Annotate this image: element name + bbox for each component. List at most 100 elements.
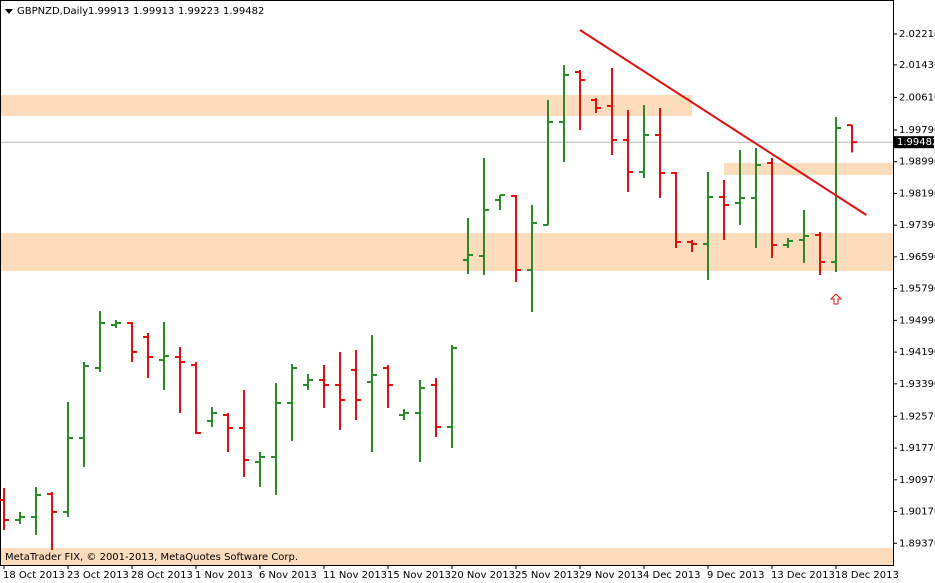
y-tick-label: 2.00610 xyxy=(899,92,935,103)
header-open: 1.99913 xyxy=(88,6,129,17)
y-tick-label: 1.94990 xyxy=(899,315,935,326)
ohlc-bar xyxy=(719,179,729,241)
ohlc-bar xyxy=(223,412,233,452)
x-tick-label: 18 Oct 2013 xyxy=(3,570,65,581)
x-tick-label: 28 Oct 2013 xyxy=(131,570,193,581)
ohlc-bar xyxy=(367,334,377,452)
ohlc-bar xyxy=(623,109,633,192)
zone xyxy=(0,547,893,565)
x-tick-label: 6 Nov 2013 xyxy=(259,570,317,581)
ohlc-bar xyxy=(95,310,105,372)
y-tick-label: 1.92570 xyxy=(899,411,935,422)
ohlc-bar xyxy=(751,147,761,248)
ohlc-bar xyxy=(159,321,169,390)
ohlc-bar xyxy=(671,171,681,248)
ohlc-bar xyxy=(639,104,649,179)
y-tick-label: 1.98190 xyxy=(899,188,935,199)
ohlc-bar xyxy=(735,150,745,225)
ohlc-bar xyxy=(495,193,505,210)
y-tick-label: 1.98990 xyxy=(899,157,935,168)
x-tick-label: 29 Nov 2013 xyxy=(579,570,643,581)
y-tick-label: 2.02210 xyxy=(899,29,935,40)
trendline xyxy=(579,29,867,216)
ohlc-bar xyxy=(63,401,73,517)
x-tick-label: 11 Nov 2013 xyxy=(323,570,387,581)
ohlc-bar xyxy=(207,406,217,427)
plot-border xyxy=(0,0,894,566)
ohlc-bar xyxy=(255,452,265,487)
ohlc-bar xyxy=(703,171,713,280)
ohlc-bar xyxy=(655,108,665,198)
y-tick-label: 1.93390 xyxy=(899,379,935,390)
footer: MetaTrader FIX, © 2001-2013, MetaQuotes … xyxy=(5,552,298,563)
zone xyxy=(0,94,692,116)
y-tick-label: 1.94190 xyxy=(899,347,935,358)
ohlc-bar xyxy=(335,351,345,430)
y-tick-label: 1.90170 xyxy=(899,507,935,518)
ohlc-bar xyxy=(47,491,57,550)
ohlc-bar xyxy=(303,373,313,390)
y-tick-label: 1.90970 xyxy=(899,475,935,486)
header-low: 1.99223 xyxy=(178,6,219,17)
ohlc-bar xyxy=(543,99,553,226)
ohlc-bar xyxy=(799,209,809,263)
ohlc-bar xyxy=(479,157,489,275)
ohlc-bar xyxy=(607,67,617,156)
ohlc-bar xyxy=(399,409,409,420)
x-tick-label: 9 Dec 2013 xyxy=(707,570,765,581)
ohlc-bar xyxy=(415,379,425,462)
menu-arrow[interactable] xyxy=(5,9,13,14)
zone xyxy=(0,232,893,271)
x-tick-label: 15 Nov 2013 xyxy=(387,570,451,581)
ohlc-bar xyxy=(319,364,329,408)
ohlc-bar xyxy=(111,320,121,328)
x-tick-label: 23 Oct 2013 xyxy=(67,570,129,581)
ohlc-bar xyxy=(191,362,201,435)
ohlc-bar xyxy=(527,204,537,312)
zone xyxy=(724,162,893,175)
ohlc-bar xyxy=(175,346,185,413)
y-tick-label: 1.96590 xyxy=(899,252,935,263)
y-tick-label: 1.97390 xyxy=(899,220,935,231)
ohlc-bar xyxy=(15,511,25,524)
arrow-marker xyxy=(829,293,843,305)
y-tick-label: 2.01430 xyxy=(899,60,935,71)
ohlc-bar xyxy=(847,124,857,153)
header-high: 1.99913 xyxy=(133,6,174,17)
ohlc-bar xyxy=(79,362,89,467)
ohlc-bar xyxy=(383,364,393,408)
x-tick-label: 25 Nov 2013 xyxy=(515,570,579,581)
ohlc-bar xyxy=(287,363,297,441)
ohlc-bar xyxy=(271,382,281,495)
current-price-label: 1.99482 xyxy=(897,137,935,148)
ohlc-bar xyxy=(575,70,585,130)
ohlc-bar xyxy=(447,344,457,448)
ohlc-bar xyxy=(0,487,9,530)
ohlc-bar xyxy=(783,237,793,248)
y-tick-label: 1.95790 xyxy=(899,284,935,295)
x-tick-label: 4 Dec 2013 xyxy=(643,570,701,581)
symbol: GBPNZD,Daily xyxy=(17,6,88,17)
y-tick-label: 1.89370 xyxy=(899,538,935,549)
x-tick-label: 1 Nov 2013 xyxy=(195,570,253,581)
x-tick-label: 13 Dec 2013 xyxy=(771,570,835,581)
ohlc-bar xyxy=(559,65,569,162)
ohlc-bar xyxy=(687,240,697,252)
ohlc-bar xyxy=(591,98,601,113)
ohlc-bar xyxy=(511,194,521,283)
ohlc-bar xyxy=(767,157,777,258)
x-tick-label: 20 Nov 2013 xyxy=(451,570,515,581)
y-tick-label: 1.99790 xyxy=(899,125,935,136)
header-close: 1.99482 xyxy=(223,6,264,17)
ohlc-bar xyxy=(239,389,249,477)
ohlc-bar xyxy=(431,377,441,437)
ohlc-bar xyxy=(815,231,825,275)
ohlc-bar xyxy=(127,321,137,363)
ohlc-bar xyxy=(351,349,361,420)
current-price-box xyxy=(894,136,934,149)
ohlc-bar xyxy=(463,217,473,274)
ohlc-bar xyxy=(143,332,153,378)
